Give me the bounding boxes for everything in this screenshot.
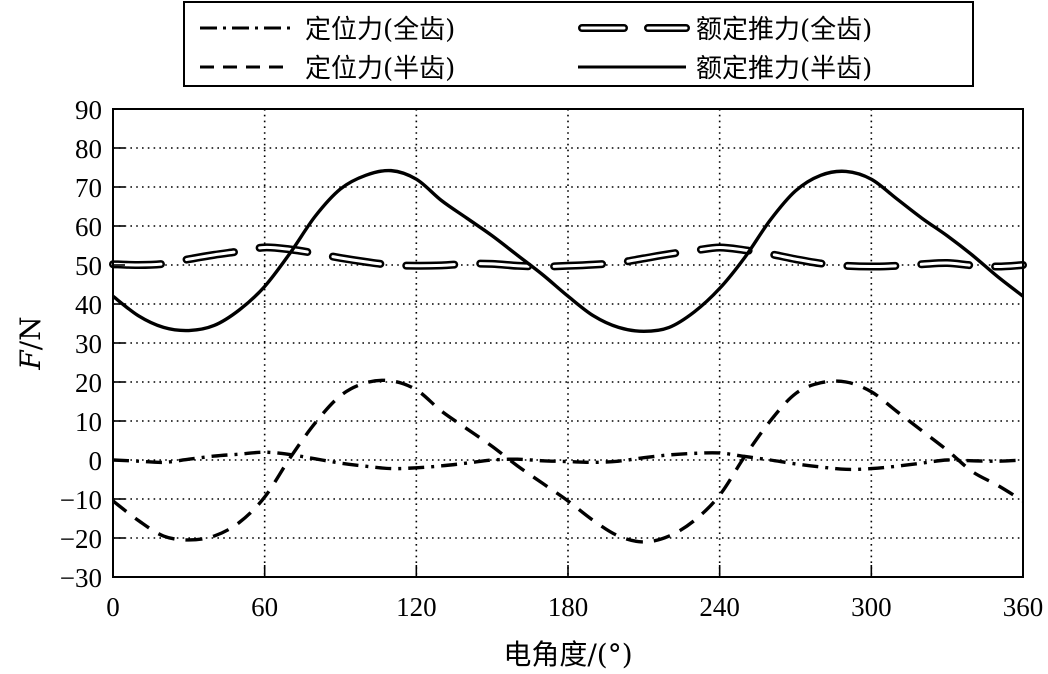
- y-tick-label: −20: [60, 524, 102, 554]
- legend-item: 额定推力(全齿): [578, 15, 872, 45]
- y-tick-label: 70: [75, 173, 102, 203]
- axis-ticks: [112, 108, 1024, 578]
- svg-text:F/N: F/N: [14, 316, 47, 370]
- y-tick-label: 40: [75, 290, 102, 320]
- series-thrust-full-tooth: [109, 243, 1027, 271]
- y-tick-label: 30: [75, 329, 102, 359]
- x-tick-label: 360: [1003, 592, 1044, 622]
- series-thrust-full-tooth: [111, 245, 1025, 269]
- legend-item: 定位力(半齿): [200, 54, 455, 84]
- series-cogging-full-tooth: [112, 450, 1024, 472]
- series-group: [109, 168, 1027, 544]
- series-cogging-half-tooth: [111, 378, 1024, 544]
- x-tick-label: 240: [699, 592, 740, 622]
- legend-label: 额定推力(全齿): [696, 15, 872, 45]
- x-tick-label: 180: [548, 592, 589, 622]
- y-axis-title: F/N: [14, 316, 47, 370]
- y-tick-label: 10: [75, 407, 102, 437]
- legend-item: 定位力(全齿): [200, 15, 455, 45]
- x-tick-label: 300: [851, 592, 892, 622]
- x-tick-label: 60: [251, 592, 278, 622]
- x-tick-label: 120: [396, 592, 437, 622]
- legend-item: 额定推力(半齿): [578, 54, 872, 84]
- grid-lines: [113, 109, 1023, 577]
- x-axis-title: 电角度/(°): [503, 638, 632, 671]
- y-tick-label: 90: [75, 95, 102, 125]
- legend: 定位力(全齿) 额定推力(全齿) 定位力(半齿) 额定推力(半齿): [183, 1, 974, 87]
- legend-label: 额定推力(半齿): [696, 54, 872, 84]
- y-tick-label: 20: [75, 368, 102, 398]
- legend-label: 定位力(半齿): [305, 54, 455, 84]
- y-tick-label: 50: [75, 251, 102, 281]
- y-tick-label: 0: [89, 446, 103, 476]
- y-axis-tick-labels: 90 80 70 60 50 40 30 20 10 0 −10 −20 −30: [60, 95, 102, 593]
- x-tick-label: 0: [106, 592, 120, 622]
- y-axis-title-unit: /N: [14, 316, 47, 350]
- y-tick-label: −30: [60, 563, 102, 593]
- y-tick-label: 60: [75, 212, 102, 242]
- legend-box: [183, 1, 974, 87]
- y-tick-label: 80: [75, 134, 102, 164]
- series-thrust-half-tooth: [111, 168, 1025, 333]
- x-axis-tick-labels: 0 60 120 180 240 300 360: [106, 592, 1043, 622]
- y-axis-title-italic: F: [14, 349, 47, 371]
- y-tick-label: −10: [60, 485, 102, 515]
- legend-label: 定位力(全齿): [305, 15, 455, 45]
